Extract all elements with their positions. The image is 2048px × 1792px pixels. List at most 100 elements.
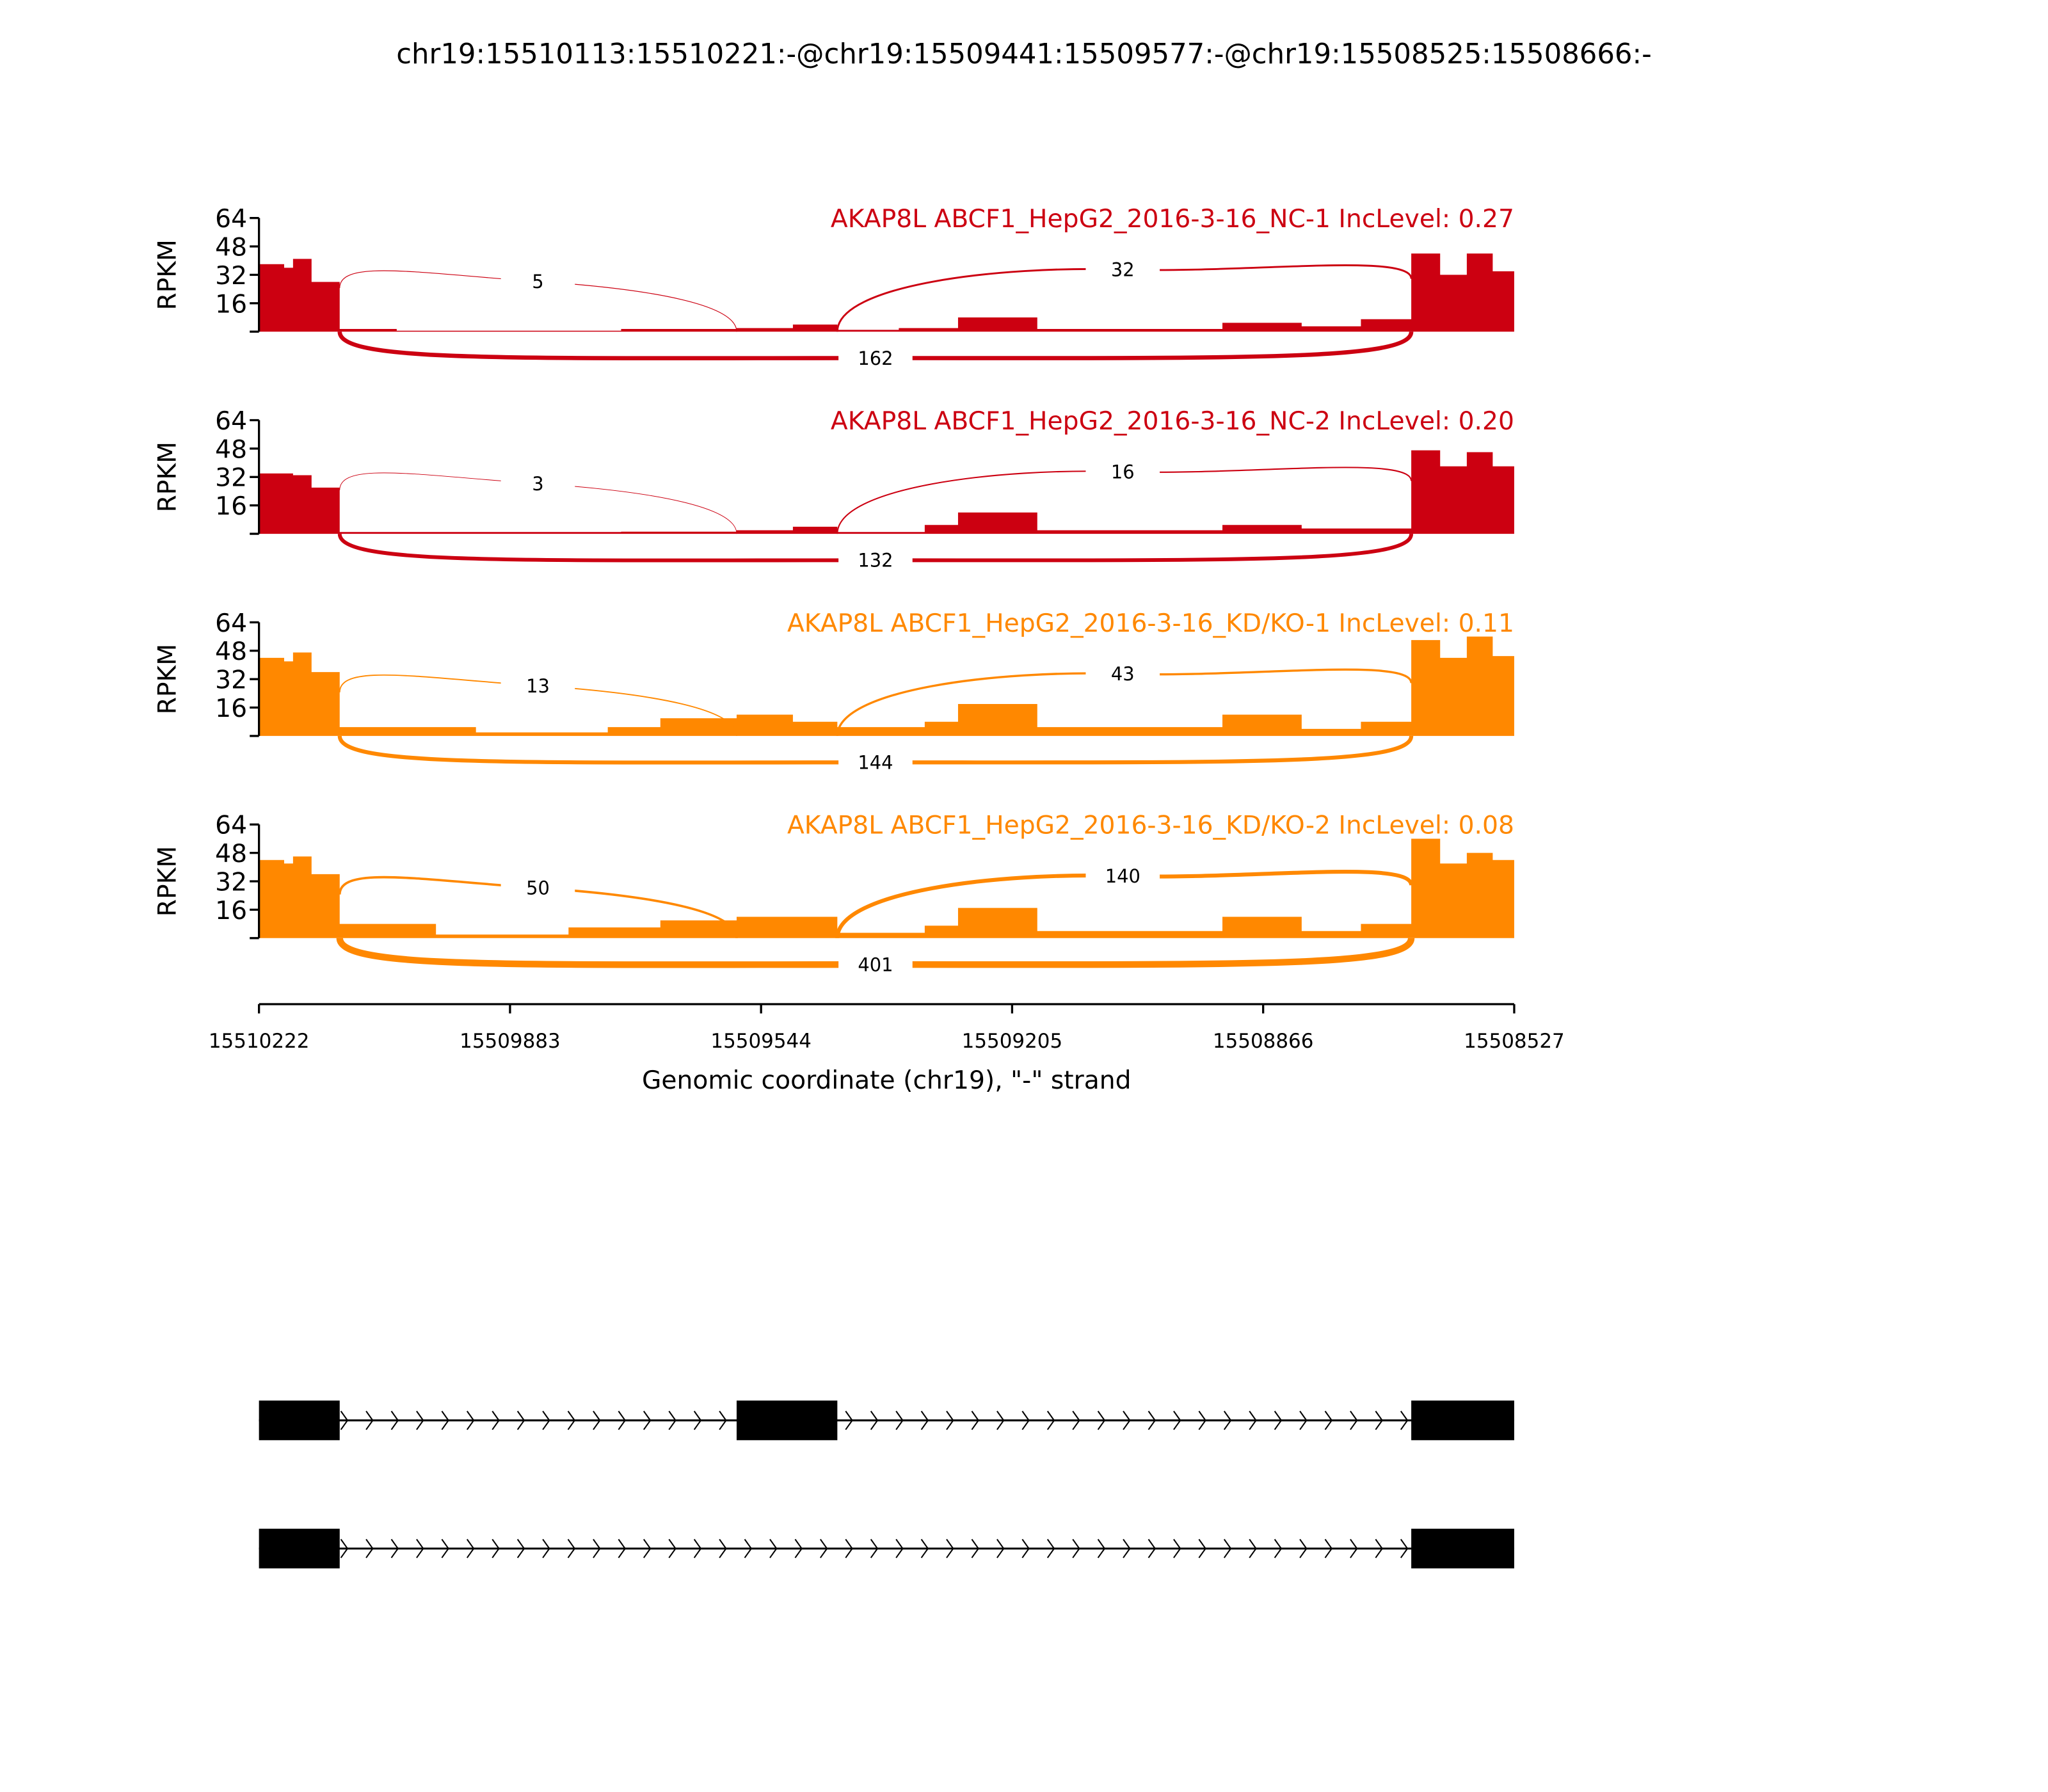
strand-arrow-icon <box>1173 1411 1181 1430</box>
sample-label: AKAP8L ABCF1_HepG2_2016-3-16_KD/KO-2 Inc… <box>787 812 1514 840</box>
junction-label-bg <box>500 472 575 496</box>
y-tick-label: 48 <box>215 840 247 868</box>
strand-arrow-icon <box>1249 1411 1257 1430</box>
strand-arrow-icon <box>1350 1539 1358 1558</box>
strand-arrow-icon <box>618 1411 626 1430</box>
strand-arrow-icon <box>492 1539 500 1558</box>
strand-arrow-icon <box>567 1539 576 1558</box>
exon-block <box>736 1400 838 1441</box>
strand-arrow-icon <box>365 1411 374 1430</box>
junction-count-label: 3 <box>532 473 543 495</box>
figure-title: chr19:15510113:15510221:-@chr19:15509441… <box>396 38 1652 70</box>
y-tick-label: 32 <box>215 868 247 897</box>
y-tick-label: 16 <box>215 897 247 925</box>
junction-label-bg <box>838 548 913 572</box>
y-tick-label: 32 <box>215 464 247 493</box>
junction-label-bg <box>838 750 913 774</box>
strand-arrow-icon <box>492 1411 500 1430</box>
strand-arrow-icon <box>845 1411 853 1430</box>
y-axis-label: RPKM <box>154 644 182 714</box>
coverage-area <box>259 636 1514 736</box>
strand-arrow-icon <box>1072 1411 1080 1430</box>
x-axis-label: Genomic coordinate (chr19), "-" strand <box>642 1066 1132 1095</box>
exon-block <box>1411 1400 1514 1441</box>
junction-label-bg <box>500 876 575 900</box>
strand-arrow-icon <box>1198 1539 1206 1558</box>
y-tick-label: 48 <box>215 435 247 464</box>
exon-block <box>259 1528 340 1569</box>
strand-arrow-icon <box>441 1539 449 1558</box>
junction-count-label: 401 <box>858 954 893 975</box>
y-axis-label: RPKM <box>154 239 182 310</box>
strand-arrow-icon <box>416 1539 424 1558</box>
strand-arrow-icon <box>441 1411 449 1430</box>
y-tick-label: 16 <box>215 290 247 319</box>
strand-arrow-icon <box>1223 1539 1232 1558</box>
strand-arrow-icon <box>971 1539 980 1558</box>
junction-count-label: 13 <box>526 675 550 697</box>
x-tick-label: 15508527 <box>1464 1030 1565 1053</box>
strand-arrow-icon <box>1274 1411 1283 1430</box>
y-tick-label: 32 <box>215 262 247 291</box>
strand-arrow-icon <box>1400 1411 1409 1430</box>
sample-label: AKAP8L ABCF1_HepG2_2016-3-16_NC-2 IncLev… <box>831 407 1514 436</box>
y-tick-label: 64 <box>215 812 247 840</box>
strand-arrow-icon <box>870 1539 879 1558</box>
junction-label-bg <box>1085 662 1160 686</box>
strand-arrow-icon <box>643 1411 652 1430</box>
strand-arrow-icon <box>1299 1539 1308 1558</box>
strand-arrow-icon <box>895 1539 904 1558</box>
strand-arrow-icon <box>946 1539 954 1558</box>
junction-count-label: 144 <box>858 752 893 774</box>
junction-label-bg <box>838 346 913 371</box>
strand-arrow-icon <box>340 1539 349 1558</box>
strand-arrow-icon <box>1173 1539 1181 1558</box>
isoform-track <box>259 1528 1514 1569</box>
y-tick-label: 64 <box>215 205 247 234</box>
strand-arrow-icon <box>996 1411 1005 1430</box>
strand-arrow-icon <box>820 1539 828 1558</box>
strand-arrow-icon <box>1046 1539 1055 1558</box>
strand-arrow-icon <box>996 1539 1005 1558</box>
junction-count-label: 32 <box>1111 259 1135 280</box>
strand-arrow-icon <box>1375 1539 1383 1558</box>
strand-arrow-icon <box>1148 1539 1156 1558</box>
strand-arrow-icon <box>593 1411 601 1430</box>
strand-arrow-icon <box>946 1411 954 1430</box>
strand-arrow-icon <box>1097 1539 1106 1558</box>
strand-arrow-icon <box>1021 1411 1030 1430</box>
junction-count-label: 50 <box>526 877 550 899</box>
strand-arrow-icon <box>1072 1539 1080 1558</box>
coverage-area <box>259 838 1514 938</box>
y-tick-label: 16 <box>215 694 247 723</box>
strand-arrow-icon <box>416 1411 424 1430</box>
strand-arrow-icon <box>1375 1411 1383 1430</box>
junction-count-label: 132 <box>858 550 893 572</box>
strand-arrow-icon <box>365 1539 374 1558</box>
y-axis-label: RPKM <box>154 846 182 916</box>
coverage-area <box>259 450 1514 534</box>
strand-arrow-icon <box>1148 1411 1156 1430</box>
junction-count-label: 140 <box>1105 865 1140 887</box>
junction-label-bg <box>500 269 575 294</box>
isoform-track <box>259 1400 1514 1441</box>
strand-arrow-icon <box>516 1539 525 1558</box>
strand-arrow-icon <box>1400 1539 1409 1558</box>
junction-count-label: 162 <box>858 348 893 369</box>
strand-arrow-icon <box>845 1539 853 1558</box>
strand-arrow-icon <box>1299 1411 1308 1430</box>
strand-arrow-icon <box>920 1539 929 1558</box>
x-tick-label: 15509205 <box>962 1030 1063 1053</box>
strand-arrow-icon <box>1350 1411 1358 1430</box>
strand-arrow-icon <box>668 1539 676 1558</box>
strand-arrow-icon <box>1046 1411 1055 1430</box>
strand-arrow-icon <box>693 1539 702 1558</box>
junction-label-bg <box>1085 864 1160 888</box>
strand-arrow-icon <box>618 1539 626 1558</box>
y-tick-label: 16 <box>215 492 247 521</box>
strand-arrow-icon <box>1223 1411 1232 1430</box>
